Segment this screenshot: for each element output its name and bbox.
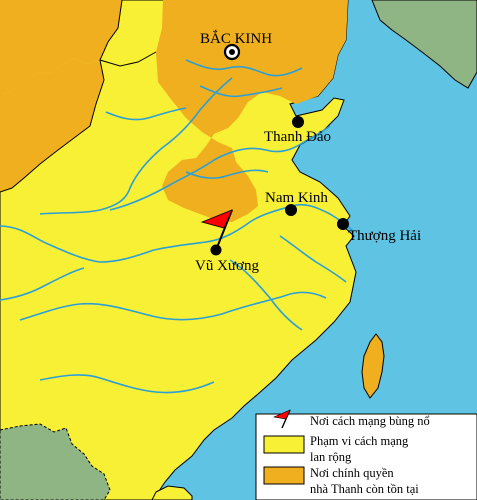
legend-red-flag-icon <box>272 409 291 429</box>
city-dot-thanh-dao <box>292 116 304 128</box>
river-southwest <box>39 374 215 394</box>
city-label-thanh-dao: Thanh Đảo <box>264 129 331 145</box>
hainan-island <box>151 485 193 500</box>
capital-marker <box>223 43 241 61</box>
city-dot-thuong-hai <box>337 218 349 230</box>
legend-label-revolution-1: Phạm vi cách mạng <box>310 434 409 448</box>
korea-peninsula <box>371 0 477 89</box>
internal-border <box>0 59 105 193</box>
city-label-vu-xuong: Vũ Xương <box>195 258 259 274</box>
yellow-river <box>109 125 331 211</box>
city-dot-nam-kinh <box>285 204 297 216</box>
river-east <box>279 235 347 283</box>
river-center <box>185 169 269 179</box>
legend-box <box>255 413 477 500</box>
river-west <box>0 267 85 301</box>
qing-region-northwest <box>0 0 122 96</box>
legend-label-revolution-2: lan rộng <box>310 450 352 464</box>
river-north-west <box>105 107 187 121</box>
legend-label-outbreak: Nơi cách mạng bùng nổ <box>310 414 430 428</box>
city-label-bac-kinh: BẮC KINH <box>200 30 272 47</box>
city-label-thuong-hai: Thượng Hải <box>348 228 421 244</box>
red-flag-icon <box>200 209 233 251</box>
river-north-2 <box>199 85 283 98</box>
river-south <box>19 291 327 321</box>
yangtze-river <box>0 203 355 263</box>
city-label-nam-kinh: Nam Kinh <box>265 190 328 206</box>
legend-swatch-qing <box>263 466 305 485</box>
legend-label-qing-2: nhà Thanh còn tồn tại <box>310 482 419 496</box>
internal-border <box>99 0 157 67</box>
rivers <box>0 59 355 394</box>
qing-region-west <box>0 58 104 192</box>
legend-label-qing-1: Nơi chính quyền <box>310 466 394 480</box>
river-southeast <box>229 259 303 331</box>
legend: Nơi cách mạng bùng nổ Phạm vi cách mạng … <box>255 409 477 500</box>
legend-swatch-revolution <box>263 435 305 454</box>
river-north <box>185 59 303 77</box>
taiwan-island <box>361 333 385 399</box>
vietnam-region <box>0 423 111 500</box>
yellow-river-upper <box>39 77 233 215</box>
